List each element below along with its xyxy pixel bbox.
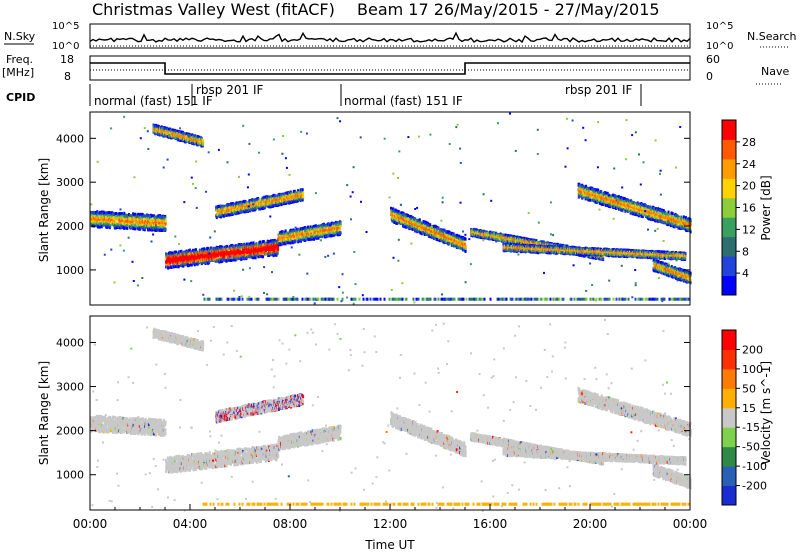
nave-tick-bottom: 0 [706, 70, 713, 83]
nsearch-tick-bottom: 10^0 [706, 41, 733, 52]
nave-tick-top: 60 [706, 53, 720, 66]
echo-cell [138, 223, 140, 226]
cpid-segment-4: rbsp 201 IF [565, 83, 632, 97]
nave-label: Nave [761, 65, 789, 78]
cpid-label: CPID [6, 91, 35, 104]
nsky-tick-bottom: 10^0 [52, 41, 79, 52]
echo-cell [175, 251, 177, 254]
figure-title: Christmas Valley West (fitACF) [92, 0, 335, 19]
cpid-row: CPID normal (fast) 151 IF rbsp 201 IF no… [6, 83, 641, 108]
figure-subtitle: Beam 17 26/May/2015 - 27/May/2015 [357, 0, 660, 19]
freq-tick-bottom: 8 [64, 70, 71, 83]
nsky-label: N.Sky [4, 30, 36, 43]
echo-cell [134, 227, 136, 230]
nsearch-tick-top: 10^5 [706, 21, 733, 32]
cpid-segment-2: rbsp 201 IF [196, 83, 263, 97]
echo-cell [103, 211, 105, 214]
power-data [90, 113, 692, 305]
cpid-segment-1: normal (fast) 151 IF [94, 94, 213, 108]
cpid-segment-3: normal (fast) 151 IF [344, 94, 463, 108]
frequency-panel: Freq. [MHz] 18 8 60 0 Nave [2, 53, 789, 84]
echo-cell [126, 227, 128, 230]
echo-cell [165, 223, 167, 226]
freq-tick-top: 18 [60, 53, 74, 66]
figure: Christmas Valley West (fitACF) Beam 17 2… [0, 0, 800, 554]
noise-panel: N.Sky 10^5 10^0 10^5 10^0 N.Search [4, 21, 797, 52]
echo-cell [165, 220, 167, 223]
freq-label: Freq. [6, 53, 33, 66]
nsearch-label: N.Search [747, 30, 797, 43]
freq-unit: [MHz] [2, 66, 34, 79]
noise-sky-series [90, 33, 690, 42]
nsky-tick-top: 10^5 [52, 21, 79, 32]
frequency-series [90, 63, 690, 74]
